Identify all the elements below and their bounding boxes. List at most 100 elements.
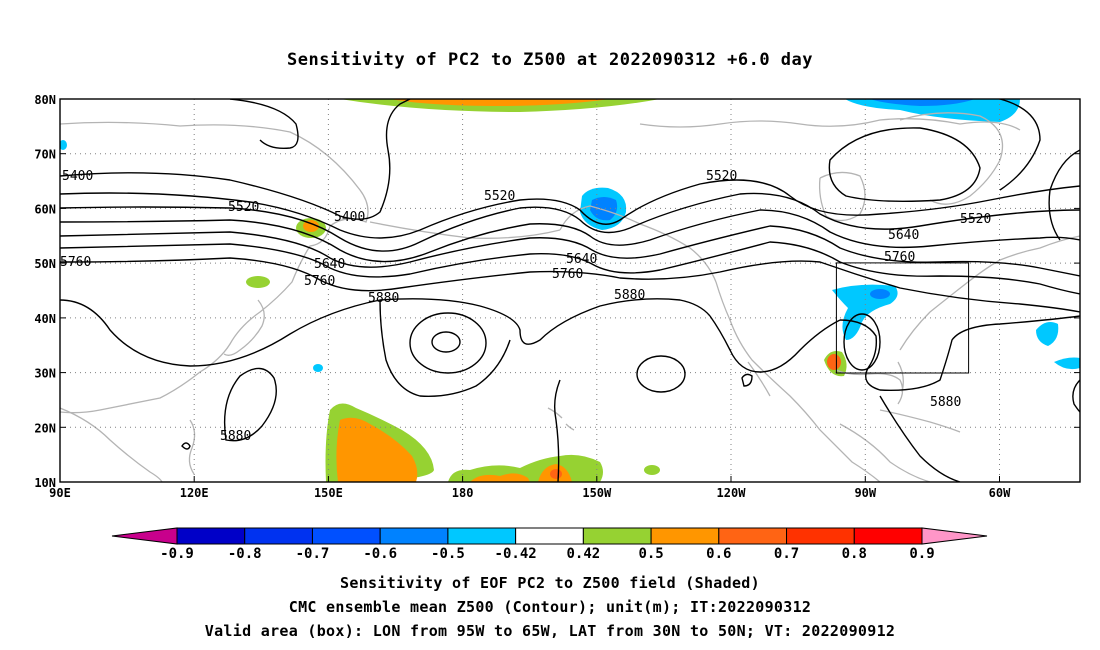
contour-arctic-east	[999, 99, 1041, 191]
coastline-hudson	[818, 171, 866, 222]
lat-label-40n: 40N	[34, 312, 56, 326]
contour-5520-a	[60, 192, 1080, 252]
contour-small-mex	[741, 373, 753, 387]
contour-5880-west	[223, 367, 277, 442]
lon-tick-labels: 90E 120E 150E 180 150W 120W 90W 60W	[49, 486, 1011, 500]
lat-axis	[60, 98, 1080, 483]
negative-shade-great-lakes-core	[870, 289, 890, 299]
colorbar-label: -0.5	[431, 546, 465, 562]
contour-east-edge	[1072, 379, 1080, 413]
lon-axis	[193, 476, 1000, 482]
colorbar-segment	[786, 527, 855, 545]
contour-label: 5520	[228, 200, 259, 215]
coastline-na-west	[715, 281, 881, 482]
z500-contours	[60, 99, 1080, 482]
colorbar-segment	[853, 527, 923, 545]
lon-label-120w: 120W	[717, 486, 747, 500]
map-frame	[59, 98, 1081, 483]
contour-ne-corner	[1048, 149, 1080, 241]
contour-high-center	[409, 312, 487, 374]
coastline-gulf	[835, 369, 904, 405]
footer-line-contour: CMC ensemble mean Z500 (Contour); unit(m…	[288, 598, 812, 616]
contour-high-center-inner	[431, 331, 461, 353]
colorbar-segment	[447, 527, 517, 545]
lat-label-60n: 60N	[34, 202, 56, 216]
contour-gulf-loop	[843, 313, 881, 371]
coastline-philippines	[188, 419, 196, 475]
contour-label: 5880	[930, 395, 961, 410]
contour-5880-d	[839, 315, 1080, 391]
colorbar-label: -0.7	[296, 546, 330, 562]
negative-shade-atlantic	[1036, 322, 1059, 346]
coastline-baja	[747, 361, 771, 397]
colorbar-label: 0.6	[706, 546, 731, 562]
negative-shade-pacific-spot	[60, 140, 67, 150]
lat-label-10n: 10N	[34, 476, 56, 490]
colorbar-label: 0.7	[774, 546, 799, 562]
coastlines	[60, 112, 1080, 482]
colorbar-high-cap	[921, 527, 988, 545]
colorbar-label: -0.9	[160, 546, 194, 562]
footer-line-shaded: Sensitivity of EOF PC2 to Z500 field (Sh…	[340, 574, 760, 592]
colorbar-segment	[311, 527, 381, 545]
positive-shade-gulf-core	[827, 354, 841, 370]
contour-label: 5400	[62, 169, 93, 184]
lat-label-30n: 30N	[34, 367, 56, 381]
contour-label: 5520	[960, 212, 991, 227]
colorbar-label: -0.6	[363, 546, 397, 562]
positive-shade-tropical-core	[470, 464, 572, 482]
coastline-arctic-ca	[639, 118, 1021, 131]
contour-small-low	[181, 442, 191, 450]
negative-shade-greenland	[845, 99, 1020, 122]
positive-shade-arctic-core	[390, 99, 610, 106]
colorbar-segment	[718, 527, 788, 545]
contour-label: 5760	[304, 274, 335, 289]
contour-label: 5760	[884, 250, 915, 265]
lat-label-20n: 20N	[34, 421, 56, 435]
contour-arctic	[229, 99, 299, 150]
coastline-asia	[60, 121, 369, 414]
colorbar-segment	[176, 527, 246, 545]
colorbar-segment	[515, 527, 584, 545]
negative-shade-greenland-core	[870, 99, 975, 106]
lon-label-180: 180	[452, 486, 474, 500]
contour-label: 5640	[888, 228, 919, 243]
negative-shade-atlantic-east	[1054, 357, 1080, 370]
colorbar-label: -0.8	[228, 546, 262, 562]
colorbar-label: 0.8	[842, 546, 867, 562]
coastline-hawaii	[547, 407, 575, 431]
colorbar-label: 0.5	[638, 546, 663, 562]
contour-high-east	[636, 355, 686, 393]
positive-shade-kamchatka-core	[303, 220, 319, 232]
lat-label-50n: 50N	[34, 257, 56, 271]
coastline-japan	[223, 299, 265, 356]
lon-label-120e: 120E	[180, 486, 209, 500]
contour-label: 5520	[706, 169, 737, 184]
contour-arctic-low	[828, 127, 981, 203]
contour-label: 5640	[566, 252, 597, 267]
coastline-cuba	[879, 409, 961, 433]
coastline-na-east	[899, 235, 1080, 351]
contour-label: 5880	[614, 288, 645, 303]
colorbar-low-cap	[111, 527, 178, 545]
contour-5880-b	[379, 299, 511, 397]
contour-5880-c	[709, 315, 841, 373]
contour-label: 5760	[60, 255, 91, 270]
contour-5640-a	[60, 225, 1080, 277]
lat-label-70n: 70N	[34, 148, 56, 162]
positive-shade-central-pacific-core	[336, 417, 418, 482]
lat-tick-labels: 80N 70N 60N 50N 40N 30N 20N 10N	[34, 93, 56, 490]
colorbar-segment	[650, 527, 720, 545]
coastline-central-america	[839, 423, 931, 482]
contour-labels: 5400 5400 5520 5520 5520 5520 5640 5640 …	[60, 169, 991, 444]
contour-5460	[60, 179, 1080, 239]
positive-shade-tropical-red	[550, 469, 562, 479]
page-title: Sensitivity of PC2 to Z500 at 2022090312…	[286, 50, 813, 70]
shaded-sensitivity	[60, 99, 1080, 482]
contour-5880-se	[879, 395, 961, 482]
positive-shade-japan	[246, 276, 270, 288]
colorbar-segment	[379, 527, 449, 545]
lon-label-90w: 90W	[854, 486, 876, 500]
positive-shade-tropical-small	[644, 465, 660, 475]
